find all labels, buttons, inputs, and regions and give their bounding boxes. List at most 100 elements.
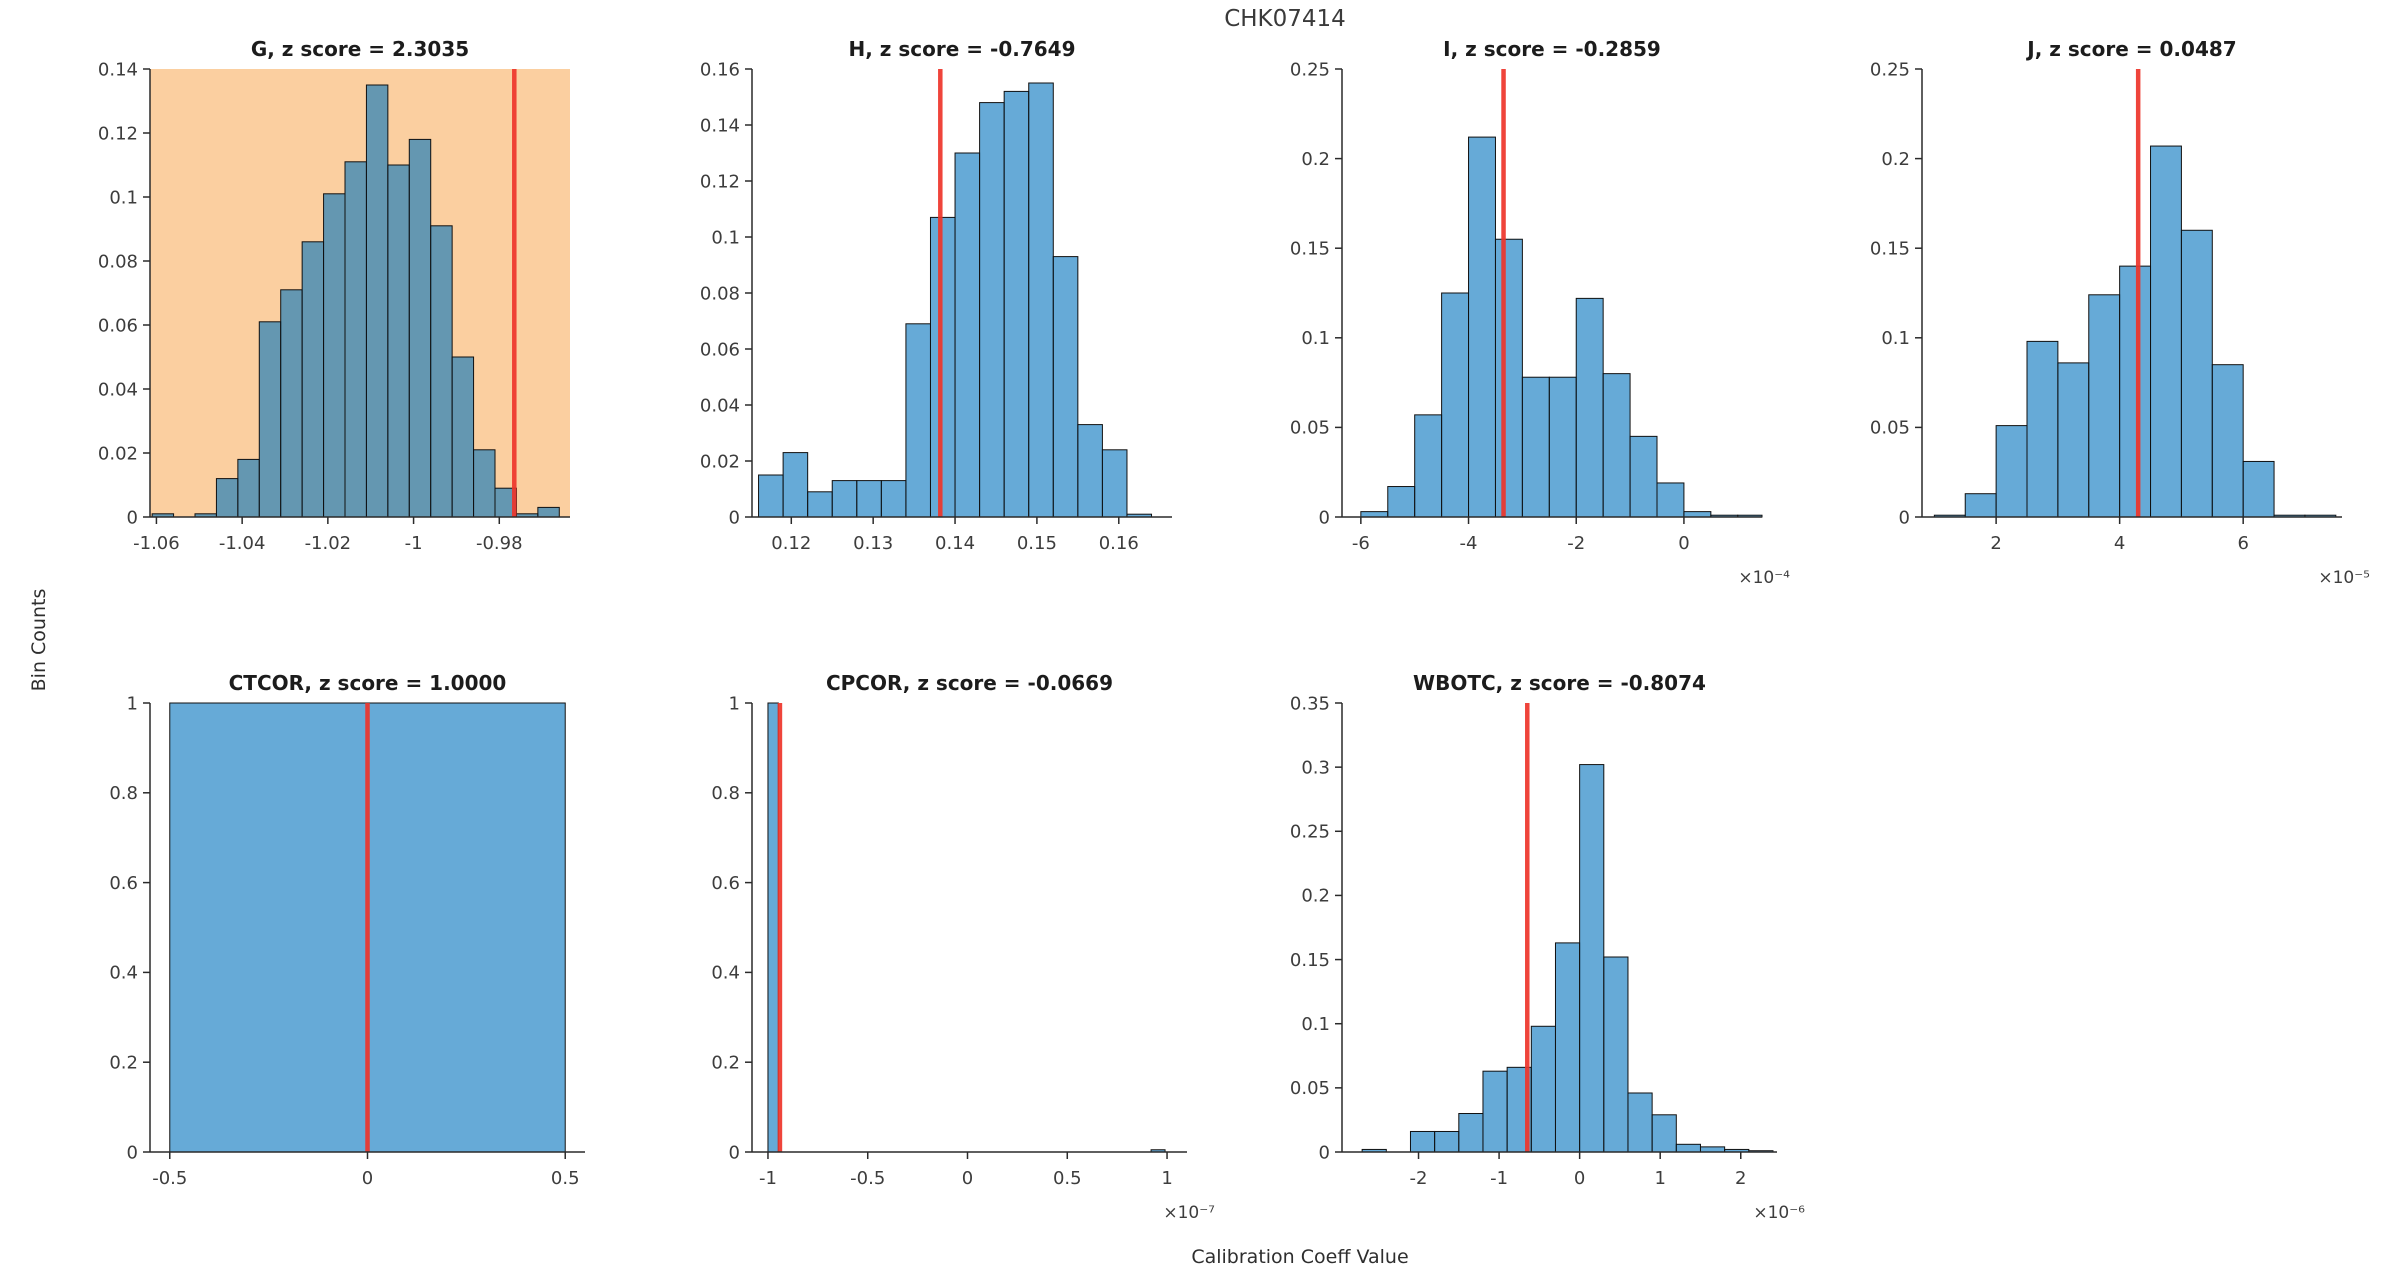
histogram-bar xyxy=(954,152,981,518)
y-tick-label: 0.16 xyxy=(700,59,740,80)
x-tick-label: -4 xyxy=(1460,533,1478,554)
y-tick-label: 0.15 xyxy=(1870,239,1910,260)
subplot-ctcor: 0 0.2 0.4 0.6 0.8 1 -0.5 0 0.5 CTCOR, z score = 1… xyxy=(65,658,635,1251)
x-tick-label: 0.14 xyxy=(935,533,975,554)
y-tick-label: 0.2 xyxy=(1301,149,1330,170)
x-tick-label: 0.5 xyxy=(1053,1168,1082,1189)
histogram-bar xyxy=(2057,362,2090,518)
histogram-bar xyxy=(1409,1130,1436,1153)
histogram-bar xyxy=(1548,376,1577,518)
histogram-bar xyxy=(2211,364,2244,518)
subplot-title: WBOTC, z score = -0.8074 xyxy=(1413,671,1706,695)
subplot-title: J, z score = 0.0487 xyxy=(2025,37,2236,61)
histogram-bar xyxy=(767,702,779,1153)
x-tick-label: 2 xyxy=(1990,533,2001,554)
y-tick-label: 0 xyxy=(729,507,740,528)
y-tick-label: 0.1 xyxy=(1301,1014,1330,1035)
histogram-bar xyxy=(1656,482,1685,518)
subplot-title: I, z score = -0.2859 xyxy=(1443,37,1661,61)
histogram-bar xyxy=(2026,340,2059,518)
y-tick-label: 0.2 xyxy=(109,1053,138,1074)
x-tick-label: 0 xyxy=(1574,1168,1585,1189)
y-tick-label: 0.2 xyxy=(1881,149,1910,170)
x-tick-label: -1 xyxy=(759,1168,777,1189)
histogram-bar xyxy=(1028,82,1054,518)
histogram-canvas-i: 0 0.05 0.1 0.15 0.2 0.25 -6 -4 -2 0 ×10⁻⁴ I, z scor… xyxy=(1290,37,1790,588)
subplot-j: 0 0.05 0.1 0.15 0.2 0.25 2 4 6 ×10⁻⁵ J, z score = … xyxy=(1837,24,2392,616)
y-tick-label: 0.06 xyxy=(98,315,138,336)
x-tick-label: 0 xyxy=(962,1168,973,1189)
histogram-bar xyxy=(2242,460,2275,518)
x-tick-label: -2 xyxy=(1410,1168,1428,1189)
y-tick-label: 0.2 xyxy=(1301,886,1330,907)
histogram-bar xyxy=(856,480,882,518)
y-axis-label: Bin Counts xyxy=(28,588,50,692)
y-tick-label: 0.4 xyxy=(109,963,138,984)
x-tick-label: -0.5 xyxy=(152,1168,187,1189)
x-tick-label: 0 xyxy=(362,1168,373,1189)
histogram-bar xyxy=(1387,486,1416,518)
y-tick-label: 0.15 xyxy=(1290,950,1330,971)
histogram-bar xyxy=(1683,511,1712,518)
histogram-bar xyxy=(1414,414,1443,518)
histogram-bar xyxy=(807,491,833,518)
x-tick-label: 2 xyxy=(1735,1168,1746,1189)
histogram-bar xyxy=(905,323,931,518)
histogram-bar xyxy=(1360,511,1389,518)
histogram-bar xyxy=(1482,1070,1508,1153)
y-tick-label: 0.06 xyxy=(700,339,740,360)
y-tick-label: 0.1 xyxy=(109,187,138,208)
y-tick-label: 0.8 xyxy=(109,783,138,804)
y-tick-label: 0.1 xyxy=(711,227,740,248)
subplot-title: G, z score = 2.3035 xyxy=(251,37,469,61)
histogram-bar xyxy=(831,480,858,518)
x-tick-label: -2 xyxy=(1567,533,1585,554)
histogram-bar xyxy=(258,321,282,518)
histogram-bar xyxy=(1494,238,1523,518)
subplot-title: CTCOR, z score = 1.0000 xyxy=(229,671,507,695)
histogram-bar xyxy=(1458,1113,1484,1153)
histogram-bar xyxy=(2150,145,2182,518)
histogram-bar xyxy=(1627,1092,1653,1153)
y-tick-label: 0.12 xyxy=(98,123,138,144)
histogram-bar xyxy=(215,478,239,518)
histogram-bar xyxy=(301,241,325,518)
histogram-bar xyxy=(344,161,367,518)
histogram-bar xyxy=(782,452,809,518)
histogram-bar xyxy=(451,356,475,518)
figure-title: CHK07414 xyxy=(1224,6,1346,32)
y-tick-label: 0 xyxy=(127,1142,138,1163)
y-tick-label: 1 xyxy=(729,693,740,714)
y-tick-label: 0.02 xyxy=(700,451,740,472)
subplot-g: 0 0.02 0.04 0.06 0.08 0.1 0.12 0.14 -1.06 -1.04 -1… xyxy=(65,24,620,616)
histogram-bar xyxy=(1675,1143,1701,1153)
histogram-bar xyxy=(280,289,303,518)
x-tick-label: 0.5 xyxy=(551,1168,580,1189)
subplot-title: H, z score = -0.7649 xyxy=(849,37,1076,61)
histogram-bar xyxy=(1575,297,1604,518)
histogram-bar xyxy=(1629,435,1658,518)
histogram-canvas-ctcor: 0 0.2 0.4 0.6 0.8 1 -0.5 0 0.5 CTCOR, z score = 1… xyxy=(109,671,585,1189)
histogram-canvas-cpcor: 0 0.2 0.4 0.6 0.8 1 -1 -0.5 0 0.5 1 ×10⁻⁷ CPCOR, z s… xyxy=(711,671,1215,1223)
x-tick-label: -0.98 xyxy=(476,533,523,554)
y-tick-label: 0.05 xyxy=(1290,418,1330,439)
x-tick-label: 0.13 xyxy=(853,533,893,554)
y-tick-label: 0.25 xyxy=(1870,59,1910,80)
y-tick-label: 0 xyxy=(127,507,138,528)
y-tick-label: 0.14 xyxy=(98,59,138,80)
y-tick-label: 0.05 xyxy=(1290,1078,1330,1099)
y-tick-label: 0.25 xyxy=(1290,822,1330,843)
y-tick-label: 0.12 xyxy=(700,171,740,192)
x-tick-label: -6 xyxy=(1352,533,1370,554)
x-tick-label: 1 xyxy=(1654,1168,1665,1189)
y-tick-label: 0.08 xyxy=(98,251,138,272)
histogram-bar xyxy=(979,102,1005,518)
histogram-bar xyxy=(1995,425,2028,518)
histogram-bar xyxy=(323,193,346,518)
subplot-i: 0 0.05 0.1 0.15 0.2 0.25 -6 -4 -2 0 ×10⁻⁴ I, z scor… xyxy=(1257,24,1812,616)
histogram-bar xyxy=(237,458,260,518)
histogram-bar xyxy=(1964,493,1997,518)
x-axis-multiplier: ×10⁻⁴ xyxy=(1738,568,1790,588)
y-tick-label: 0.8 xyxy=(711,783,740,804)
x-tick-label: 6 xyxy=(2237,533,2248,554)
